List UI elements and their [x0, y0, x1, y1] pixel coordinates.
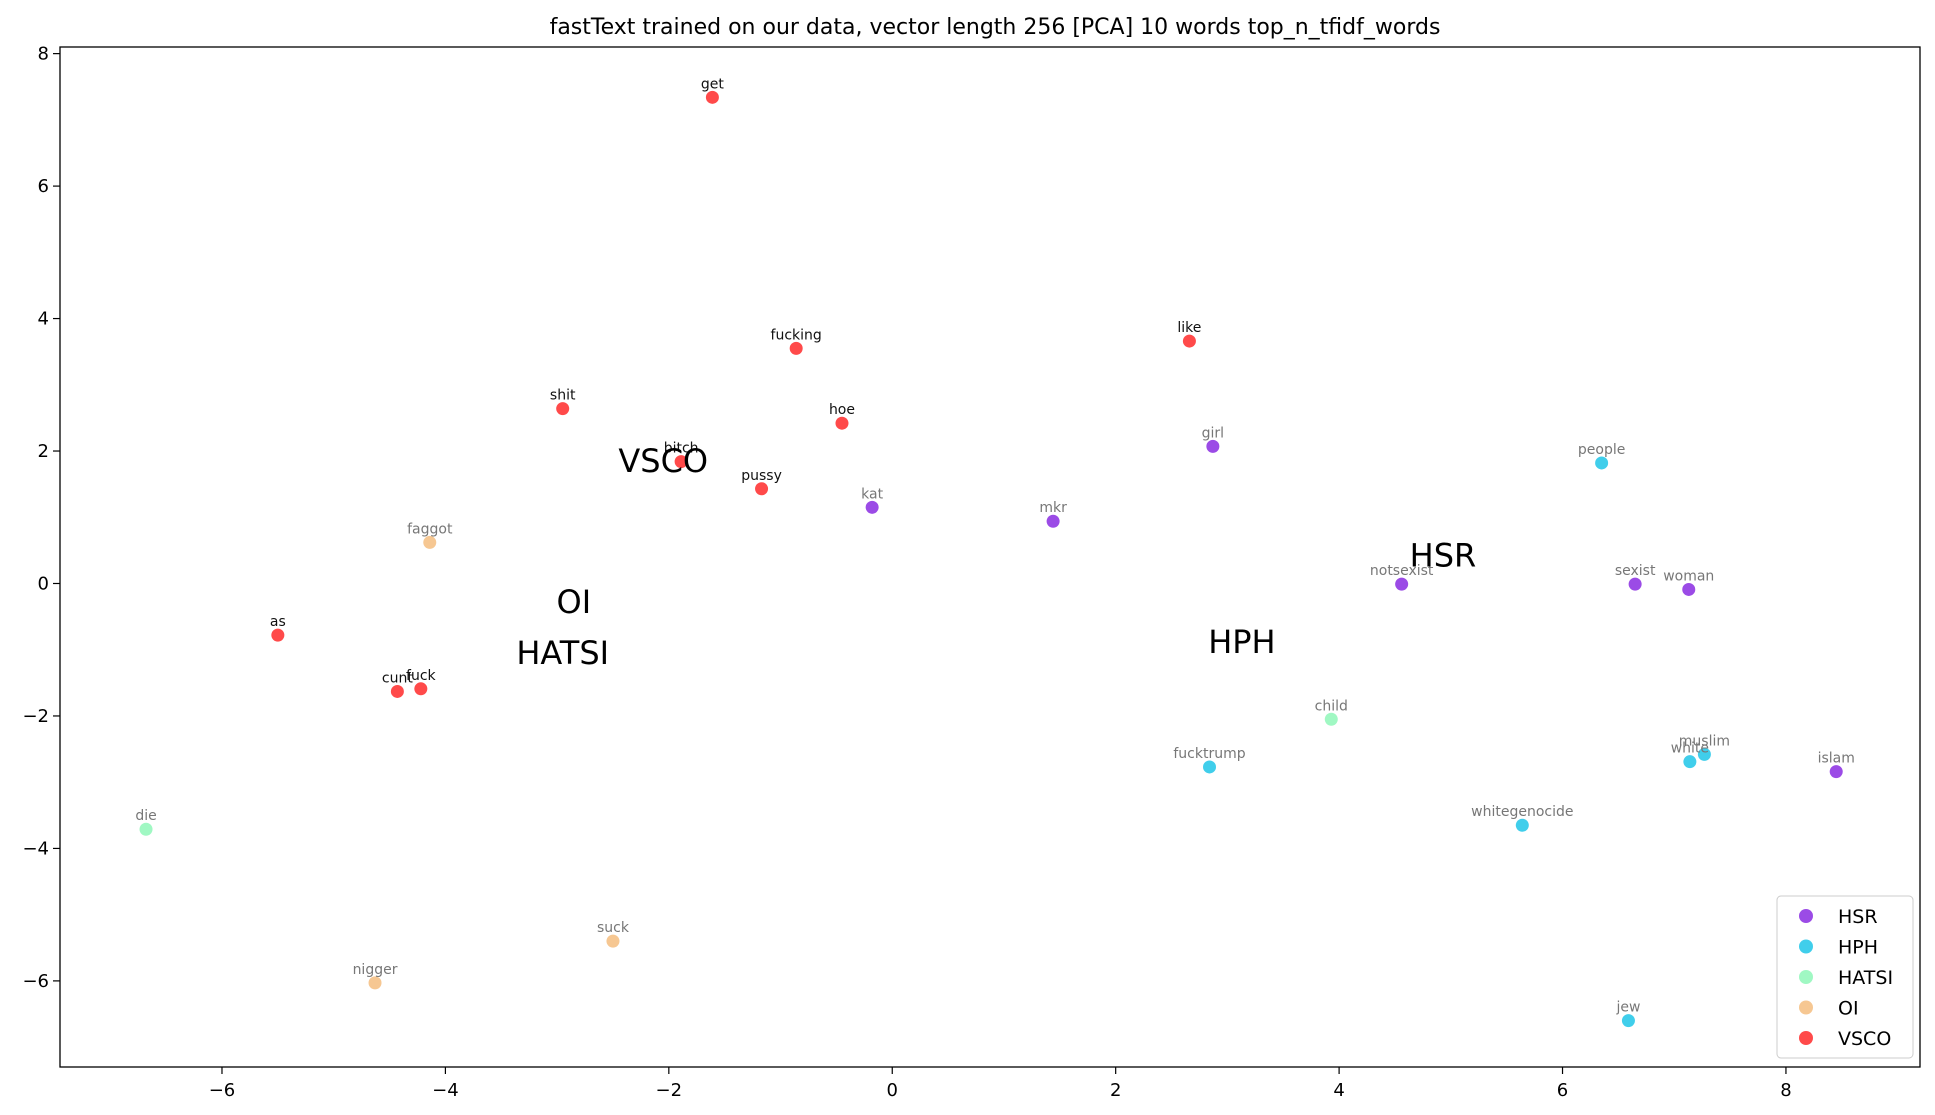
point-label: muslim — [1679, 733, 1730, 749]
y-tick-label: 4 — [38, 309, 49, 330]
point-label: notsexist — [1370, 563, 1434, 579]
point-label: child — [1315, 698, 1348, 714]
point-label: die — [135, 808, 156, 824]
point-label: pussy — [741, 468, 782, 484]
data-point-vsco — [390, 684, 404, 698]
chart-title: fastText trained on our data, vector len… — [550, 15, 1441, 40]
point-label: fuck — [406, 668, 436, 684]
data-point-hsr — [1628, 577, 1642, 591]
y-tick-label: 2 — [38, 441, 49, 462]
data-point-vsco — [705, 90, 719, 104]
point-label: cunt — [382, 670, 413, 686]
data-point-vsco — [1182, 334, 1196, 348]
data-point-vsco — [271, 628, 285, 642]
data-point-hsr — [865, 500, 879, 514]
legend-marker — [1799, 909, 1813, 923]
y-tick-label: −6 — [22, 971, 49, 992]
point-label: kat — [861, 486, 883, 502]
y-tick-label: 0 — [38, 573, 49, 594]
data-point-vsco — [835, 416, 849, 430]
cluster-label: HPH — [1208, 623, 1275, 661]
data-point-hph — [1203, 760, 1217, 774]
x-tick-label: 8 — [1780, 1080, 1791, 1101]
x-axis: −6 −4 −2 0 2 4 6 8 — [209, 1067, 1792, 1101]
point-label: hoe — [829, 402, 855, 418]
point-label: bitch — [664, 441, 699, 457]
point-label: white — [1671, 741, 1709, 757]
point-label: shit — [550, 388, 576, 404]
cluster-label: OI — [557, 583, 592, 621]
legend-marker — [1799, 1000, 1813, 1015]
x-tick-label: 4 — [1333, 1080, 1344, 1101]
point-label: fucking — [771, 327, 822, 343]
point-label: mkr — [1039, 500, 1067, 516]
data-point-hph — [1621, 1014, 1635, 1028]
data-point-hph — [1683, 755, 1697, 769]
data-point-hph — [1595, 456, 1609, 470]
plot-area: kat mkr girl notsexist sexist woman islam fuckt… — [135, 76, 1855, 1028]
data-point-oi — [423, 535, 437, 549]
data-point-hph — [1697, 747, 1711, 761]
y-tick-label: 8 — [38, 44, 49, 65]
cluster-label: HATSI — [516, 634, 609, 672]
point-label: nigger — [353, 962, 398, 978]
legend-marker — [1799, 1031, 1813, 1045]
y-axis: −6 −4 −2 0 2 4 6 8 — [22, 44, 60, 992]
point-label: as — [270, 614, 286, 630]
data-point-hsr — [1829, 765, 1843, 779]
x-tick-label: 2 — [1110, 1080, 1121, 1101]
x-tick-label: −6 — [209, 1080, 236, 1101]
legend-marker — [1799, 970, 1813, 984]
point-label: woman — [1663, 568, 1714, 584]
legend-label: HSR — [1838, 906, 1878, 928]
x-tick-label: −2 — [656, 1080, 683, 1101]
data-point-hph — [1515, 818, 1529, 832]
data-point-oi — [606, 934, 620, 948]
data-point-hsr — [1682, 582, 1696, 596]
legend-marker — [1799, 939, 1813, 954]
point-label: suck — [597, 920, 630, 936]
cluster-label: HSR — [1410, 537, 1477, 575]
point-label: islam — [1818, 751, 1855, 767]
point-label: faggot — [407, 521, 453, 537]
x-tick-label: 6 — [1557, 1080, 1568, 1101]
point-label: like — [1177, 320, 1201, 336]
data-point-vsco — [755, 482, 769, 496]
y-tick-label: −2 — [22, 706, 49, 727]
data-point-vsco — [414, 682, 428, 696]
x-tick-label: 0 — [887, 1080, 898, 1101]
legend-label: VSCO — [1838, 1028, 1891, 1050]
data-point-hsr — [1395, 577, 1409, 591]
data-point-hsr — [1206, 439, 1220, 453]
plot-frame — [59, 46, 1921, 1068]
legend-label: HPH — [1838, 937, 1878, 959]
data-point-oi — [368, 976, 382, 990]
data-point-vsco — [789, 341, 803, 355]
data-point-vsco — [674, 455, 688, 469]
data-point-vsco — [556, 402, 570, 416]
legend: HSR HPH HATSI OI VSCO — [1776, 895, 1914, 1059]
point-label: sexist — [1615, 563, 1656, 579]
point-label: people — [1578, 442, 1625, 458]
legend-label: OI — [1838, 998, 1859, 1020]
legend-box — [1776, 895, 1914, 1059]
legend-label: HATSI — [1838, 967, 1893, 989]
y-tick-label: 6 — [38, 176, 49, 197]
point-label: fucktrump — [1173, 746, 1245, 762]
point-label: girl — [1202, 425, 1224, 441]
y-tick-label: −4 — [22, 838, 49, 859]
point-label: get — [701, 76, 725, 92]
point-label: jew — [1615, 1000, 1640, 1016]
data-point-hsr — [1046, 514, 1060, 528]
data-point-hatsi — [139, 822, 153, 836]
x-tick-label: −4 — [432, 1080, 459, 1101]
data-point-hatsi — [1324, 712, 1338, 726]
point-label: whitegenocide — [1471, 804, 1573, 820]
cluster-label: VSCO — [618, 442, 708, 480]
